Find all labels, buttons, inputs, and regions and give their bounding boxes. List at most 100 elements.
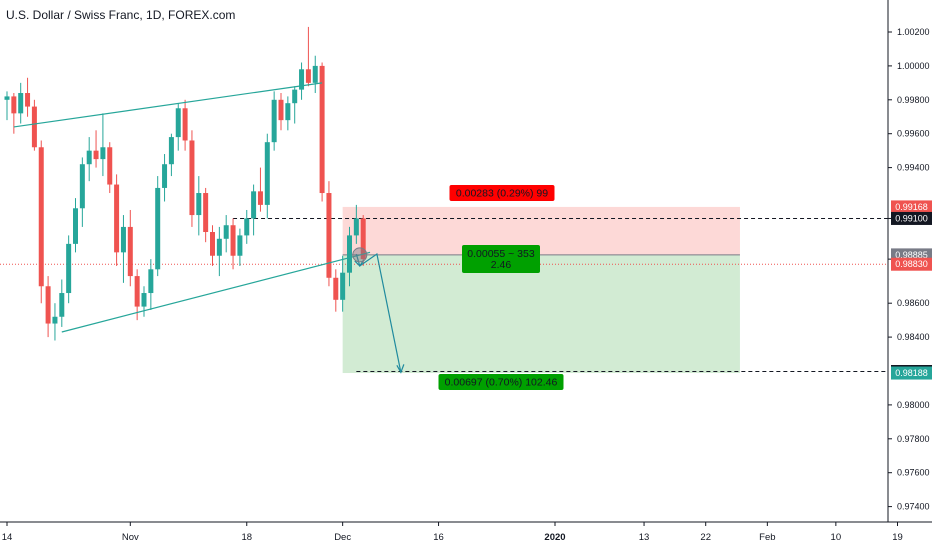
- candle-body: [66, 243, 72, 294]
- y-tick-label: 0.98000: [897, 400, 930, 410]
- candle-body: [11, 96, 17, 114]
- candle-body: [45, 286, 51, 324]
- candle-body: [168, 137, 174, 165]
- candle-body: [134, 276, 140, 307]
- x-tick-label: 22: [700, 532, 711, 543]
- x-tick-label: 14: [2, 532, 13, 543]
- candle-body: [347, 235, 352, 273]
- candle-body: [114, 184, 120, 253]
- stop-label: [449, 185, 555, 201]
- stop-label-text: 0.00283 (0.29%) 99: [456, 188, 548, 200]
- chart-title: U.S. Dollar / Swiss Franc, 1D, FOREX.com: [6, 8, 236, 22]
- candle-body: [38, 147, 44, 287]
- price-tag-text: 0.99168: [895, 202, 928, 212]
- candle-body: [4, 96, 10, 100]
- candles: [4, 26, 366, 341]
- candle-body: [196, 193, 202, 216]
- projection-arrowhead: [354, 259, 365, 267]
- candle-body: [299, 69, 305, 90]
- y-tick-label: 0.98400: [897, 332, 930, 342]
- candle-body: [182, 108, 188, 141]
- risk-reward-label: [462, 245, 540, 273]
- candle-body: [271, 99, 277, 143]
- risk-reward-label-text: 2.46: [491, 259, 512, 271]
- candle-body: [216, 238, 222, 256]
- candle-body: [107, 147, 113, 185]
- candle-body: [230, 225, 236, 256]
- candle-body: [52, 316, 58, 324]
- y-tick-label: 0.99600: [897, 129, 930, 139]
- candle-body: [189, 140, 195, 216]
- candle-body: [148, 269, 154, 294]
- profit-zone: [342, 254, 740, 374]
- y-tick-label: 0.97400: [897, 502, 930, 512]
- x-tick-label: 10: [831, 532, 842, 543]
- price-tag-text: 0.98885: [895, 250, 928, 260]
- x-tick-label: 2020: [544, 532, 565, 543]
- candle-body: [285, 103, 291, 121]
- candle-body: [340, 272, 346, 300]
- price-tag-text: 0.98830: [895, 259, 928, 269]
- candle-body: [18, 93, 24, 114]
- y-tick-label: 1.00000: [897, 61, 930, 71]
- candle-body: [162, 164, 168, 188]
- candle-body: [353, 218, 359, 236]
- risk-reward-label-text: 0.00055 ~ 353: [467, 248, 535, 260]
- candle-body: [79, 164, 85, 209]
- candle-body: [59, 293, 65, 317]
- target-label-text: 0.00697 (0.70%) 102.46: [445, 377, 558, 389]
- target-label: [438, 374, 564, 390]
- x-tick-label: 18: [241, 532, 252, 543]
- candle-body: [257, 191, 263, 205]
- candle-body: [312, 65, 318, 83]
- candle-body: [127, 226, 133, 277]
- candle-body: [86, 150, 92, 165]
- y-tick-label: 1.00200: [897, 27, 930, 37]
- y-tick-label: 0.97600: [897, 468, 930, 478]
- trend-line: [13, 82, 323, 128]
- candle-body: [360, 218, 366, 260]
- projection-arrowhead: [396, 364, 405, 374]
- candle-body: [93, 150, 99, 160]
- candle-body: [223, 225, 229, 239]
- candle-body: [100, 147, 106, 160]
- candle-body: [120, 226, 126, 253]
- candle-body: [31, 106, 37, 148]
- y-tick-label: 0.98600: [897, 298, 930, 308]
- candle-body: [25, 93, 31, 107]
- y-tick-label: 0.97800: [897, 434, 930, 444]
- x-tick-label: 13: [639, 532, 650, 543]
- candle-body: [305, 69, 311, 83]
- price-tag: [891, 200, 932, 214]
- y-tick-label: 0.99800: [897, 95, 930, 105]
- candle-body: [210, 232, 215, 256]
- price-tags: 0.991680.991000.988850.988300.981970.981…: [891, 200, 932, 380]
- candle-body: [319, 65, 325, 194]
- candle-body: [292, 89, 298, 104]
- candle-body: [175, 108, 181, 138]
- x-tick-label: Feb: [759, 532, 775, 543]
- candle-body: [264, 142, 270, 205]
- candle-body: [333, 277, 339, 300]
- candle-body: [251, 191, 257, 219]
- candle-body: [326, 193, 332, 278]
- x-tick-label: 16: [433, 532, 444, 543]
- candle-body: [278, 99, 284, 121]
- price-tag-text: 0.99100: [895, 213, 928, 223]
- projection: [352, 247, 405, 374]
- stop-zone: [342, 206, 740, 255]
- projection-path: [355, 253, 402, 373]
- position-zones: [342, 206, 740, 374]
- candle-body: [73, 208, 78, 244]
- price-lines: [0, 217, 888, 373]
- price-tag: [891, 257, 932, 271]
- candle-body: [237, 235, 243, 256]
- price-tag-text: 0.98188: [895, 368, 928, 378]
- trend-line: [61, 251, 371, 333]
- x-tick-label: Nov: [122, 532, 139, 543]
- candle-body: [155, 187, 161, 270]
- y-tick-label: 0.99400: [897, 163, 930, 173]
- price-tag: [891, 211, 932, 225]
